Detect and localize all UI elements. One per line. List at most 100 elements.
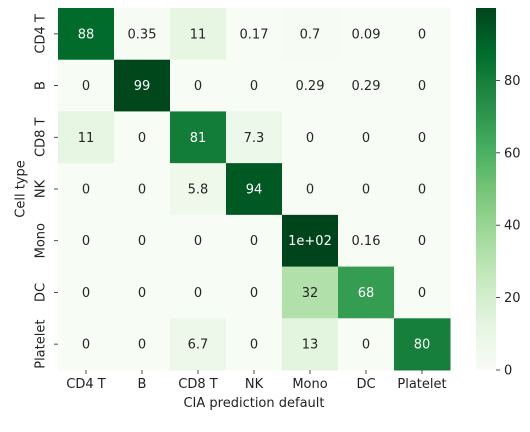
heatmap-cell: [170, 111, 227, 164]
cell-value-label: 0: [306, 183, 314, 198]
cell-value-label: 0: [418, 79, 426, 94]
cell-value-label: 0: [138, 286, 146, 301]
heatmap-cell: [394, 214, 451, 268]
y-tick-label: Mono: [34, 223, 49, 258]
cell-value-label: 0: [82, 338, 90, 353]
colorbar-gradient: [476, 8, 496, 370]
heatmap-cell: [226, 8, 283, 61]
heatmap-cell: [58, 214, 115, 268]
cell-value-label: 5.8: [188, 183, 209, 198]
cell-value-label: 0.7: [300, 27, 321, 42]
heatmap-cell: [394, 163, 451, 216]
heatmap-cell: [114, 214, 171, 268]
x-tick-label: NK: [245, 377, 264, 392]
heatmap-cell: [58, 8, 115, 61]
heatmap-cell: [114, 163, 171, 216]
y-tick-label: CD4 T: [34, 14, 49, 53]
cell-value-label: 0.35: [128, 27, 157, 42]
cell-value-label: 0.09: [352, 27, 381, 42]
cell-value-label: 81: [190, 131, 207, 146]
heatmap-cell: [282, 59, 339, 112]
heatmap-cell: [338, 214, 395, 268]
heatmap-cell: [394, 8, 451, 61]
heatmap-cells: [58, 8, 451, 371]
heatmap-cell: [170, 266, 227, 319]
cell-value-label: 0: [418, 234, 426, 249]
x-axis-ticks: CD4 T B CD8 T NK Mono DC Platelet: [66, 370, 447, 392]
cell-value-label: 0: [138, 131, 146, 146]
cell-value-label: 0: [362, 131, 370, 146]
cell-value-label: 0: [194, 79, 202, 94]
heatmap-cell: [114, 59, 171, 112]
heatmap-cell: [226, 163, 283, 216]
cell-value-label: 0.16: [352, 234, 381, 249]
heatmap-cell: [394, 111, 451, 164]
heatmap-cell: [394, 59, 451, 112]
cell-value-label: 0: [82, 286, 90, 301]
cell-value-label: 0: [250, 286, 258, 301]
x-tick-label: Platelet: [397, 377, 446, 392]
heatmap-cell: [338, 111, 395, 164]
heatmap-cell: [170, 163, 227, 216]
y-axis-ticks: CD4 T B CD8 T NK Mono DC Platelet: [34, 14, 58, 369]
cell-value-label: 0: [82, 183, 90, 198]
y-tick-label: CD8 T: [34, 118, 49, 157]
colorbar-tick-label: 60: [504, 146, 521, 161]
heatmap-cell: [114, 318, 171, 371]
heatmap-cell-labels: 88 0.35 11 0.17 0.7 0.09 0 0 99 0 0 0.29 0.29 0 11 0 81 7…: [78, 27, 431, 352]
cell-value-label: 94: [246, 183, 263, 198]
colorbar-tick-label: 0: [504, 364, 512, 379]
heatmap-cell: [282, 318, 339, 371]
heatmap-cell: [170, 214, 227, 268]
heatmap-cell: [226, 214, 283, 268]
cell-value-label: 0: [194, 234, 202, 249]
cell-value-label: 99: [134, 79, 151, 94]
cell-value-label: 0.29: [352, 79, 381, 94]
cell-value-label: 0: [138, 183, 146, 198]
y-tick-label: NK: [34, 179, 49, 198]
cell-value-label: 32: [302, 286, 319, 301]
heatmap-cell: [170, 318, 227, 371]
cell-value-label: 0: [250, 234, 258, 249]
x-tick-label: DC: [356, 377, 375, 392]
heatmap-cell: [58, 111, 115, 164]
heatmap-cell: [282, 8, 339, 61]
heatmap-cell: [338, 318, 395, 371]
cell-value-label: 80: [414, 338, 431, 353]
heatmap-cell: [394, 266, 451, 319]
cell-value-label: 13: [302, 338, 319, 353]
heatmap-cell: [58, 163, 115, 216]
y-tick-label: DC: [34, 283, 49, 302]
heatmap-cell: [114, 111, 171, 164]
heatmap-cell: [114, 266, 171, 319]
cell-value-label: 0: [250, 79, 258, 94]
cell-value-label: 0: [82, 234, 90, 249]
cell-value-label: 0.29: [296, 79, 325, 94]
colorbar-tick-label: 20: [504, 291, 521, 306]
heatmap-cell: [282, 163, 339, 216]
cell-value-label: 0: [418, 131, 426, 146]
heatmap-cell: [394, 318, 451, 371]
cell-value-label: 0: [362, 338, 370, 353]
x-tick-label: CD8 T: [178, 377, 217, 392]
heatmap-cell: [226, 111, 283, 164]
cell-value-label: 0: [418, 183, 426, 198]
y-axis-label: Cell type: [14, 160, 29, 217]
x-axis-label: CIA prediction default: [183, 396, 324, 411]
y-tick-label: B: [34, 81, 49, 90]
cell-value-label: 7.3: [244, 131, 265, 146]
cell-value-label: 0: [250, 338, 258, 353]
y-tick-label: Platelet: [34, 320, 49, 369]
cell-value-label: 0: [418, 27, 426, 42]
x-tick-label: B: [138, 377, 147, 392]
heatmap-cell: [338, 163, 395, 216]
cell-value-label: 0: [362, 183, 370, 198]
cell-value-label: 0: [138, 338, 146, 353]
cell-value-label: 1e+02: [288, 234, 332, 249]
cell-value-label: 88: [78, 27, 95, 42]
heatmap-cell: [338, 59, 395, 112]
heatmap-cell: [282, 111, 339, 164]
heatmap-cell: [58, 59, 115, 112]
cell-value-label: 0: [306, 131, 314, 146]
